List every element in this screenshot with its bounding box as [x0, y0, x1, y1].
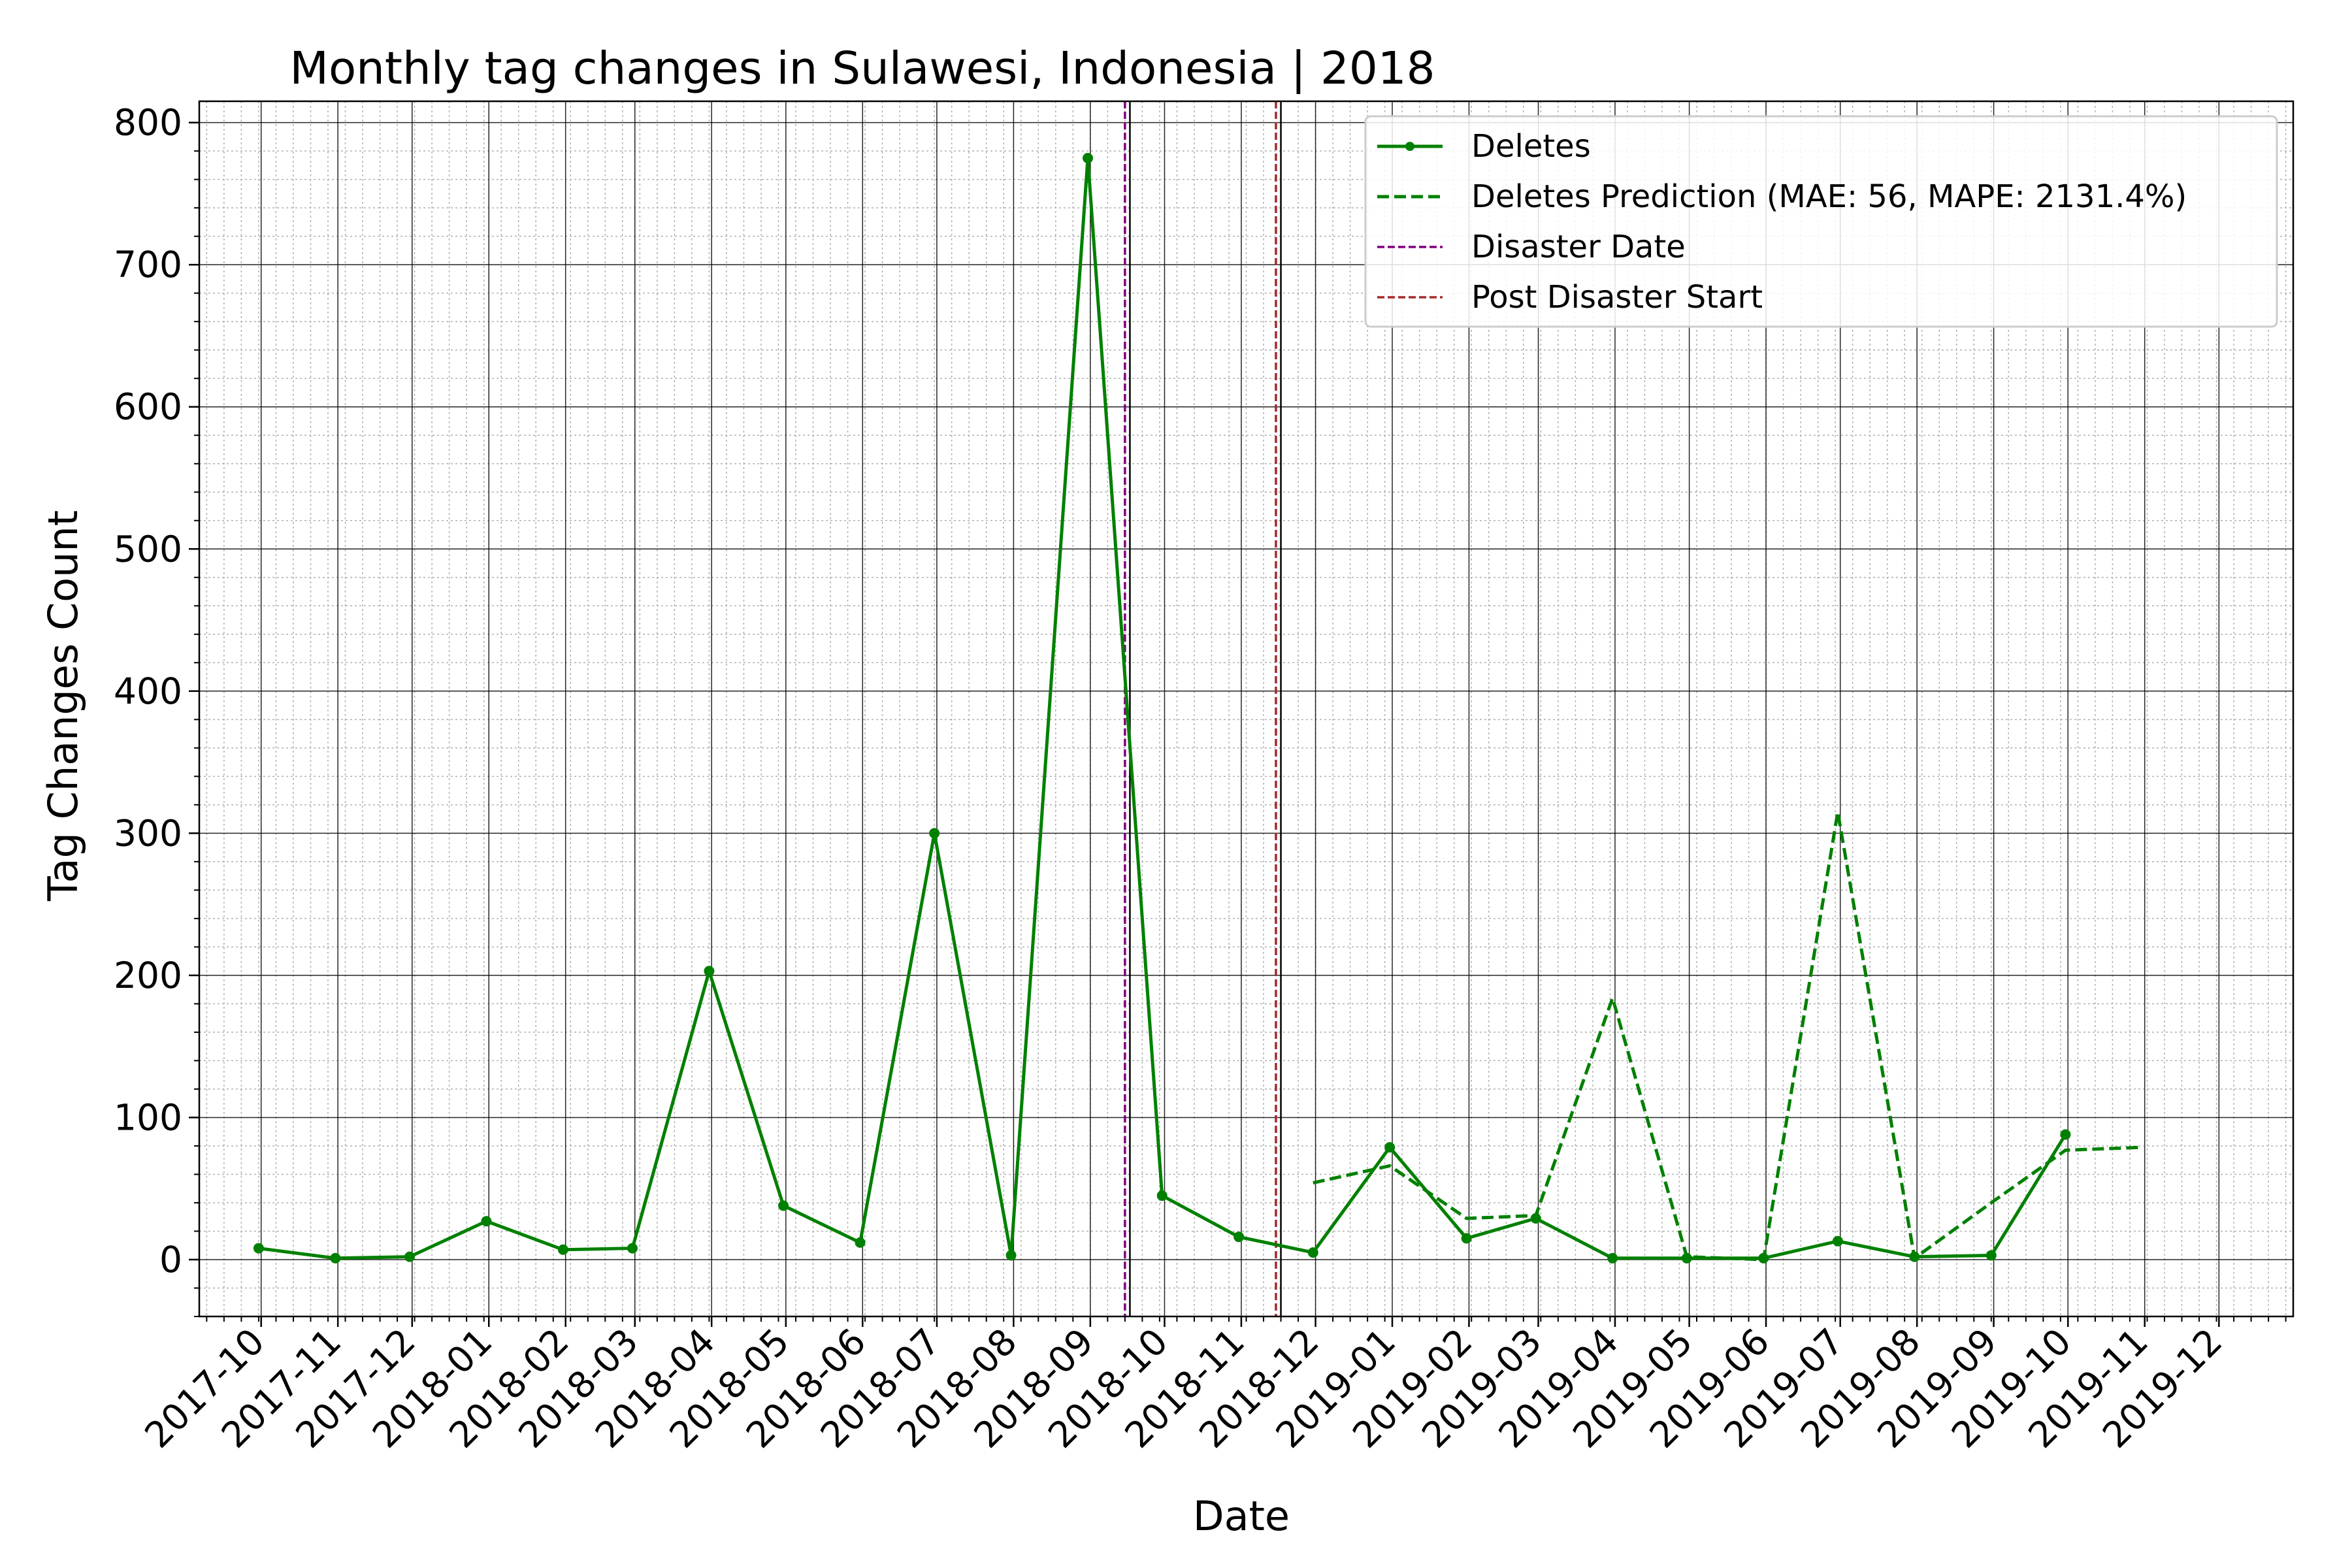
data-point-deletes — [404, 1251, 416, 1262]
series-line-prediction — [1313, 811, 2142, 1262]
y-tick-label: 200 — [114, 955, 182, 996]
data-point-deletes — [1607, 1252, 1618, 1264]
data-point-deletes — [627, 1243, 638, 1254]
data-point-deletes — [330, 1252, 341, 1264]
data-point-deletes — [1156, 1190, 1168, 1201]
legend-item-prediction: Deletes Prediction (MAE: 56, MAPE: 2131.… — [1377, 178, 2187, 215]
y-tick-label: 600 — [114, 386, 182, 428]
data-point-deletes — [1461, 1233, 1472, 1244]
data-point-deletes — [481, 1216, 492, 1227]
data-point-deletes — [704, 966, 715, 977]
y-axis-label: Tag Changes Count — [39, 510, 87, 902]
data-point-deletes — [1005, 1250, 1017, 1261]
data-point-deletes — [1233, 1232, 1245, 1243]
data-point-deletes — [1083, 153, 1094, 164]
data-point-deletes — [855, 1237, 866, 1248]
chart-title: Monthly tag changes in Sulawesi, Indones… — [289, 42, 1435, 95]
data-point-deletes — [557, 1244, 568, 1255]
data-point-deletes — [778, 1200, 789, 1211]
data-point-deletes — [929, 828, 940, 839]
y-tick-label: 100 — [114, 1096, 182, 1138]
legend-item-disaster-date: Disaster Date — [1377, 229, 1686, 265]
legend: Deletes Deletes Prediction (MAE: 56, MAP… — [1364, 115, 2278, 328]
y-tick-label: 700 — [114, 244, 182, 286]
legend-box — [1364, 115, 2278, 328]
data-point-deletes — [2060, 1129, 2071, 1140]
y-tick-label: 0 — [159, 1239, 182, 1281]
y-tick-label: 500 — [114, 528, 182, 570]
y-tick-label: 400 — [114, 670, 182, 712]
legend-label-disaster-date: Disaster Date — [1471, 229, 1686, 265]
y-tick-label: 800 — [114, 102, 182, 144]
legend-label-deletes: Deletes — [1471, 128, 1591, 165]
reference-lines — [1124, 101, 1282, 1316]
data-point-deletes — [253, 1243, 264, 1254]
x-axis-label: Date — [1193, 1492, 1290, 1540]
data-point-deletes — [1985, 1250, 1997, 1261]
legend-item-deletes: Deletes — [1377, 128, 1591, 165]
data-point-deletes — [1832, 1235, 1843, 1247]
series-layer — [253, 153, 2142, 1264]
legend-label-prediction: Deletes Prediction (MAE: 56, MAPE: 2131.… — [1471, 178, 2187, 215]
data-point-deletes — [1384, 1142, 1396, 1153]
legend-item-post-disaster: Post Disaster Start — [1377, 279, 1763, 316]
y-tick-label: 300 — [114, 812, 182, 854]
data-point-deletes — [1307, 1247, 1318, 1258]
legend-marker-deletes — [1405, 142, 1414, 151]
legend-label-post-disaster: Post Disaster Start — [1471, 279, 1763, 316]
